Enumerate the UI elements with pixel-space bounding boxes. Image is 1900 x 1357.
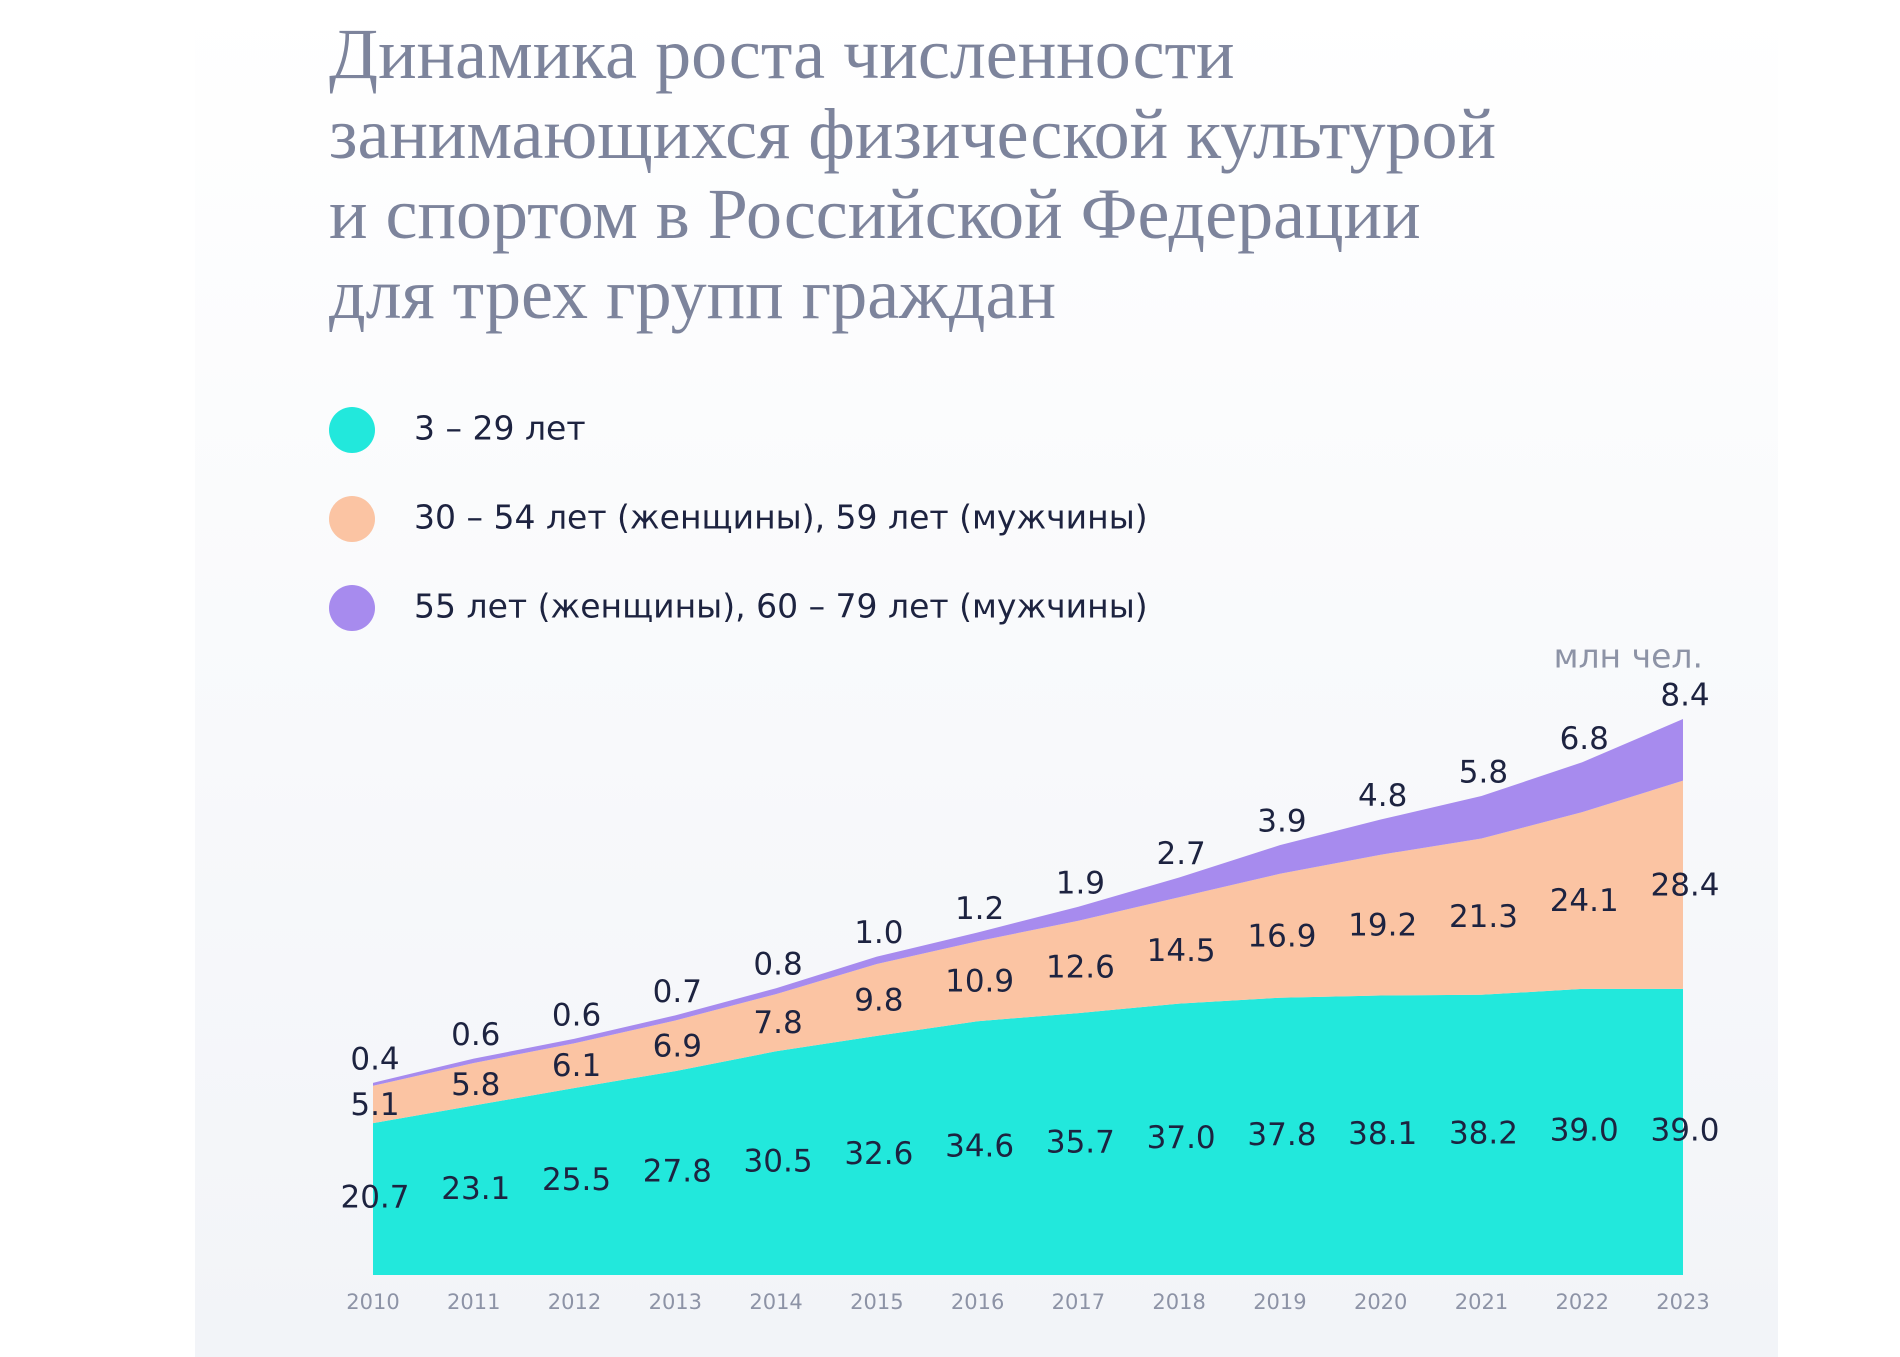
value-label: 9.8 xyxy=(854,982,903,1018)
x-tick-label: 2011 xyxy=(447,1290,500,1314)
x-tick-label: 2010 xyxy=(346,1290,399,1314)
value-label: 0.8 xyxy=(753,947,802,983)
value-label: 6.1 xyxy=(552,1048,601,1084)
value-label: 1.0 xyxy=(854,915,903,951)
legend-label: 30 – 54 лет (женщины), 59 лет (мужчины) xyxy=(414,498,1148,537)
value-label: 5.8 xyxy=(1459,755,1508,791)
x-tick-label: 2020 xyxy=(1354,1290,1407,1314)
legend-swatch xyxy=(329,407,375,453)
value-label: 19.2 xyxy=(1348,908,1417,944)
x-tick-label: 2015 xyxy=(850,1290,903,1314)
value-label: 4.8 xyxy=(1358,778,1407,814)
value-label: 35.7 xyxy=(1046,1125,1115,1161)
value-label: 10.9 xyxy=(945,964,1014,1000)
area xyxy=(373,988,1683,1275)
legend-swatch xyxy=(329,496,375,542)
x-tick-label: 2012 xyxy=(548,1290,601,1314)
x-tick-label: 2017 xyxy=(1052,1290,1105,1314)
value-label: 25.5 xyxy=(542,1162,611,1198)
value-label: 23.1 xyxy=(441,1171,510,1207)
value-label: 24.1 xyxy=(1550,883,1619,919)
area xyxy=(373,780,1683,1124)
legend-label: 3 – 29 лет xyxy=(414,409,586,448)
value-label: 16.9 xyxy=(1247,918,1316,954)
x-tick-label: 2023 xyxy=(1656,1290,1709,1314)
value-label: 6.9 xyxy=(653,1028,702,1064)
value-label: 6.8 xyxy=(1560,721,1609,757)
value-label: 5.1 xyxy=(350,1087,399,1123)
value-label: 12.6 xyxy=(1046,949,1115,985)
value-label: 38.2 xyxy=(1449,1115,1518,1151)
x-tick-label: 2019 xyxy=(1253,1290,1306,1314)
chart-title: Динамика роста численности занимающихся … xyxy=(329,14,1497,334)
value-label: 34.6 xyxy=(945,1129,1014,1165)
x-tick-label: 2021 xyxy=(1455,1290,1508,1314)
value-label: 0.4 xyxy=(350,1041,399,1077)
unit-label: млн чел. xyxy=(1554,637,1703,676)
value-label: 38.1 xyxy=(1348,1116,1417,1152)
value-label: 5.8 xyxy=(451,1067,500,1103)
legend-label: 55 лет (женщины), 60 – 79 лет (мужчины) xyxy=(414,587,1148,626)
value-label: 1.2 xyxy=(955,891,1004,927)
value-label: 27.8 xyxy=(643,1154,712,1190)
value-label: 30.5 xyxy=(744,1144,813,1180)
value-label: 32.6 xyxy=(844,1136,913,1172)
x-tick-label: 2013 xyxy=(649,1290,702,1314)
value-label: 3.9 xyxy=(1257,804,1306,840)
legend-swatch xyxy=(329,585,375,631)
value-label: 20.7 xyxy=(340,1180,409,1216)
value-label: 8.4 xyxy=(1660,678,1709,714)
value-label: 14.5 xyxy=(1147,933,1216,969)
value-label: 39.0 xyxy=(1550,1112,1619,1148)
value-label: 28.4 xyxy=(1650,867,1719,903)
value-label: 39.0 xyxy=(1650,1112,1719,1148)
x-tick-label: 2022 xyxy=(1556,1290,1609,1314)
x-tick-label: 2018 xyxy=(1152,1290,1205,1314)
value-label: 0.6 xyxy=(451,1017,500,1053)
value-label: 21.3 xyxy=(1449,899,1518,935)
value-label: 1.9 xyxy=(1056,865,1105,901)
x-tick-label: 2014 xyxy=(749,1290,802,1314)
value-label: 0.7 xyxy=(653,974,702,1010)
value-label: 37.8 xyxy=(1247,1117,1316,1153)
value-label: 7.8 xyxy=(753,1005,802,1041)
value-label: 0.6 xyxy=(552,997,601,1033)
x-tick-label: 2016 xyxy=(951,1290,1004,1314)
value-label: 2.7 xyxy=(1156,836,1205,872)
value-label: 37.0 xyxy=(1147,1120,1216,1156)
